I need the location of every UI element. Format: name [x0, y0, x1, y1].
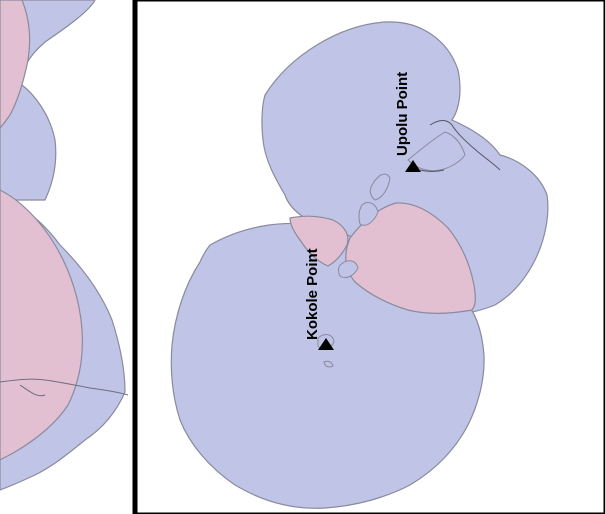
upolu-point-label: Upolu Point — [394, 72, 411, 156]
kokole-point-marker — [318, 338, 334, 350]
island-north — [407, 131, 466, 172]
left-inset-panel — [0, 0, 136, 514]
coastline-northeast — [419, 120, 501, 172]
overlap-area-west — [289, 215, 349, 267]
right-main-panel: Upolu Point Kokole Point — [134, 0, 605, 514]
left-overlap-area-top — [0, 0, 31, 129]
islet-south — [323, 360, 334, 368]
island-central — [369, 173, 391, 201]
kokole-point-label: Kokole Point — [304, 248, 321, 340]
right-panel-frame — [134, 0, 605, 514]
overlap-area-east — [345, 202, 476, 314]
left-coastline — [0, 378, 129, 397]
upolu-point-marker — [405, 160, 421, 172]
island-strait — [358, 202, 379, 226]
upolu-coverage-area — [261, 21, 549, 316]
island-channel — [338, 260, 359, 279]
left-overlap-area-bottom — [0, 189, 83, 461]
